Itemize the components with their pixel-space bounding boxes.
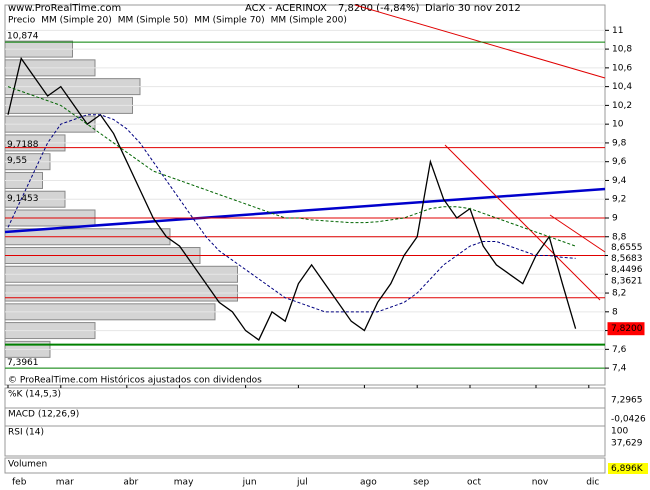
indicator-value: 6,896K: [611, 464, 644, 474]
indicator-panel: [4, 457, 606, 474]
annotation: © ProRealTime.com Históricos ajustados c…: [8, 375, 262, 386]
site: www.ProRealTime.com: [8, 3, 121, 14]
legend-entry: MM (Simple 70): [194, 16, 264, 26]
trend-line: [354, 4, 606, 79]
title: ACX - ACERINOX: [245, 3, 327, 14]
legend-entry: Precio: [8, 16, 36, 26]
y-tick-label: 9: [612, 213, 618, 223]
indicator-panel: [4, 425, 606, 457]
y-tick-label: 7,4: [612, 364, 627, 374]
y-tick-label: 8: [612, 307, 618, 317]
series-line: [7, 56, 577, 341]
y-tick-label: 9,6: [612, 157, 627, 167]
price-label: 7,8200: [611, 324, 643, 334]
indicator-name: %K (14,5,3): [8, 390, 61, 400]
legend-entry: MM (Simple 50): [118, 16, 188, 26]
y-tick-label: 10,6: [612, 63, 632, 73]
y-tick-label: 8,2: [612, 289, 626, 299]
x-tick-label: sep: [413, 478, 429, 488]
legend-entry: MM (Simple 20): [41, 16, 111, 26]
price-label-box: [608, 263, 644, 276]
indicator-name: Volumen: [8, 460, 47, 470]
price-label: 8,3621: [611, 276, 643, 286]
x-tick-label: oct: [467, 478, 481, 488]
price-label: 8,5683: [611, 254, 643, 264]
price-label-box: [608, 274, 644, 287]
x-tick-label: nov: [532, 478, 549, 488]
period: Diario 30 nov 2012: [425, 3, 521, 14]
y-tick-label: 10,4: [612, 82, 632, 92]
indicator-top: 100: [611, 427, 628, 437]
trend-line: [444, 144, 601, 301]
trend-line: [549, 214, 606, 253]
x-tick-label: dic: [586, 478, 599, 488]
price-label-box: [607, 322, 645, 336]
x-tick-label: abr: [123, 478, 138, 488]
x-tick-label: may: [174, 478, 194, 488]
indicator-name: MACD (12,26,9): [8, 410, 79, 420]
indicator-value: 7,2965: [611, 396, 643, 406]
y-tick-label: 9,2: [612, 195, 626, 205]
y-tick-label: 10,8: [612, 45, 632, 55]
indicator-panel: [4, 407, 606, 427]
y-tick-label: 8,8: [612, 232, 627, 242]
x-tick-label: jun: [242, 478, 257, 488]
level-label: 9,1453: [7, 194, 39, 204]
level-label: 9,7188: [7, 140, 39, 150]
series-line: [7, 86, 576, 247]
last-price: 7,8200 (-4,84%): [338, 3, 419, 14]
x-tick-label: feb: [12, 478, 27, 488]
price-label: 8,6555: [611, 243, 643, 253]
level-label: 7,3961: [7, 358, 39, 368]
price-label-box: [608, 241, 644, 254]
x-tick-label: mar: [56, 478, 74, 488]
indicator-panel: [4, 387, 606, 409]
legend-entry: MM (Simple 200): [271, 16, 347, 26]
x-tick-label: ago: [360, 478, 377, 488]
price-label-box: [608, 252, 644, 265]
y-tick-label: 9,4: [612, 176, 627, 186]
indicator-value: 37,629: [611, 439, 643, 449]
level-label: 10,874: [7, 32, 39, 42]
indicator-value: -0,0426: [611, 415, 646, 425]
indicator-value-box: [608, 463, 648, 474]
y-tick-label: 9,8: [612, 138, 627, 148]
y-tick-label: 11: [612, 26, 623, 36]
price-label: 8,4496: [611, 265, 643, 275]
y-tick-label: 10,2: [612, 101, 632, 111]
indicator-name: RSI (14): [8, 428, 44, 438]
y-tick-label: 10: [612, 120, 624, 130]
x-tick-label: jul: [296, 478, 308, 488]
legend: Precio MM (Simple 20) MM (Simple 50) MM (Si…: [8, 16, 347, 26]
y-tick-label: 7,6: [612, 345, 627, 355]
trend-line: [4, 187, 606, 234]
level-label: 9,55: [7, 156, 27, 166]
